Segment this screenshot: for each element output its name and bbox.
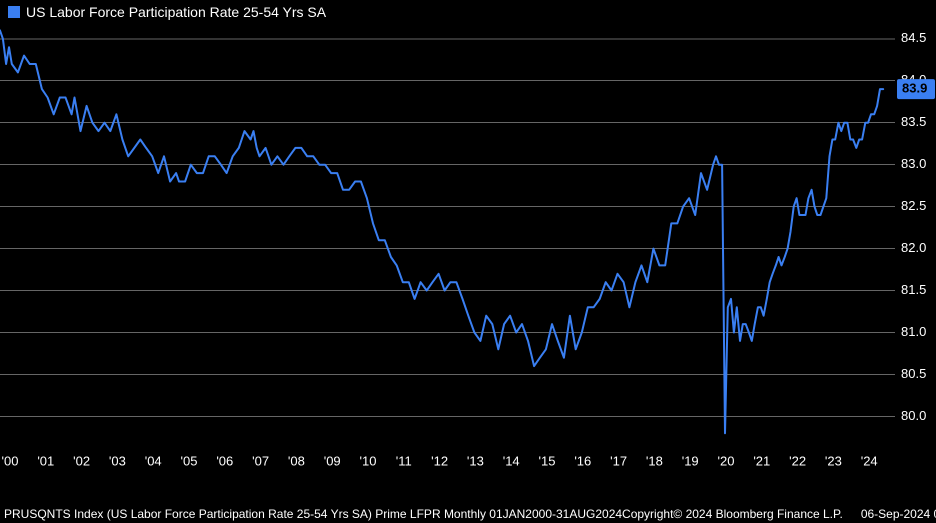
x-tick-label: '23: [825, 454, 842, 469]
x-tick-label: '19: [682, 454, 699, 469]
x-tick-label: '20: [718, 454, 735, 469]
x-tick-label: '14: [503, 454, 520, 469]
x-tick-label: '18: [646, 454, 663, 469]
y-tick-label: 83.0: [901, 156, 926, 171]
x-tick-label: '03: [109, 454, 126, 469]
y-tick-label: 81.0: [901, 324, 926, 339]
chart-legend: US Labor Force Participation Rate 25-54 …: [8, 4, 326, 20]
x-tick-label: '08: [288, 454, 305, 469]
x-tick-label: '09: [324, 454, 341, 469]
x-tick-label: '12: [431, 454, 448, 469]
series-line: [0, 30, 883, 433]
y-tick-label: 82.5: [901, 198, 926, 213]
legend-label: US Labor Force Participation Rate 25-54 …: [26, 4, 326, 20]
x-tick-label: '02: [73, 454, 90, 469]
x-tick-label: '15: [539, 454, 556, 469]
x-tick-label: '22: [789, 454, 806, 469]
x-tick-label: '17: [610, 454, 627, 469]
x-tick-label: '05: [181, 454, 198, 469]
chart-svg: 80.080.581.081.582.082.583.083.584.084.5…: [0, 22, 936, 482]
y-tick-label: 83.5: [901, 114, 926, 129]
footer-timestamp: 06-Sep-2024 08:45:20: [861, 507, 936, 521]
y-tick-label: 80.0: [901, 408, 926, 423]
x-tick-label: '13: [467, 454, 484, 469]
legend-swatch: [8, 6, 20, 18]
y-tick-label: 80.5: [901, 366, 926, 381]
footer-index-line: PRUSQNTS Index (US Labor Force Participa…: [4, 507, 622, 521]
x-tick-label: '21: [753, 454, 770, 469]
x-tick-label: '06: [216, 454, 233, 469]
chart-plot-area: 80.080.581.081.582.082.583.083.584.084.5…: [0, 22, 936, 482]
x-tick-label: '00: [2, 454, 19, 469]
x-tick-label: '01: [37, 454, 54, 469]
x-tick-label: '07: [252, 454, 269, 469]
x-tick-label: '04: [145, 454, 162, 469]
y-tick-label: 81.5: [901, 282, 926, 297]
footer-copyright: Copyright© 2024 Bloomberg Finance L.P.: [622, 507, 843, 521]
x-tick-label: '16: [574, 454, 591, 469]
y-tick-label: 84.5: [901, 30, 926, 45]
x-tick-label: '11: [396, 454, 412, 469]
bloomberg-chart-container: US Labor Force Participation Rate 25-54 …: [0, 0, 936, 523]
last-value-tag: 83.9: [897, 79, 935, 99]
x-tick-label: '10: [360, 454, 377, 469]
chart-footer: PRUSQNTS Index (US Labor Force Participa…: [4, 507, 932, 521]
x-tick-label: '24: [861, 454, 878, 469]
y-tick-label: 82.0: [901, 240, 926, 255]
svg-text:83.9: 83.9: [902, 81, 927, 96]
